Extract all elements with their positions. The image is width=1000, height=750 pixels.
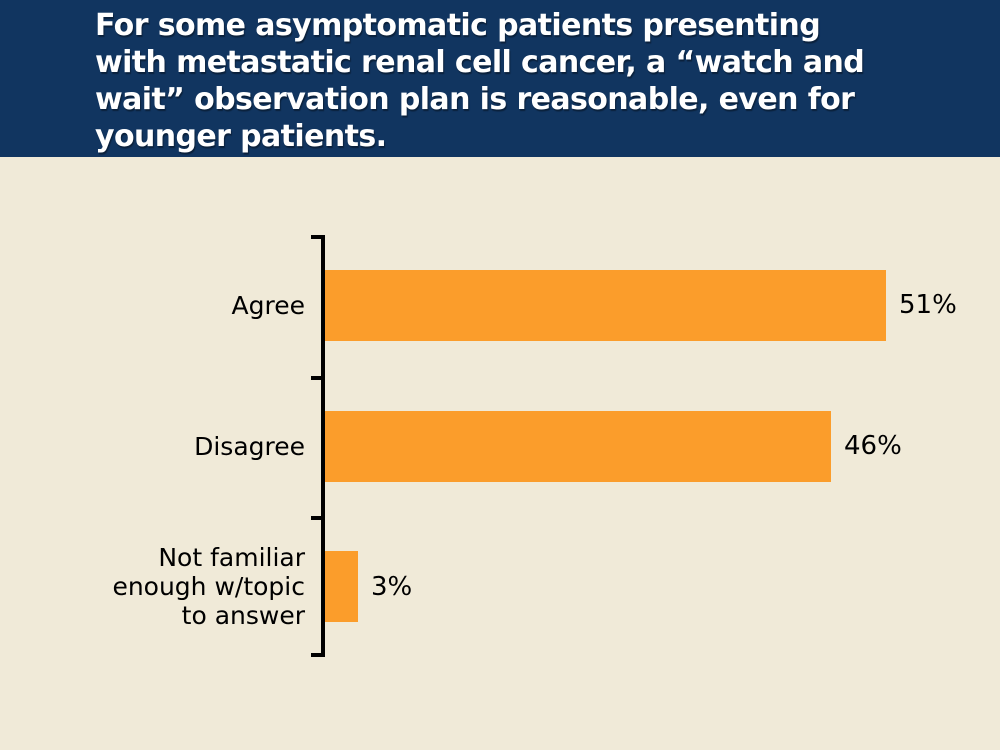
category-axis-line [321,235,325,657]
category-label: Disagree [194,431,305,461]
category-label: Agree [231,290,305,320]
bar-area: 51% [325,269,957,341]
value-label: 51% [899,290,957,321]
bar-area: 46% [325,410,902,482]
bar [325,269,886,341]
bar-chart: Agree 51% Disagree 46% Not familiar enou… [0,235,1000,657]
category-label: Not familiar enough w/topic to answer [112,543,305,631]
bar-area: 3% [325,551,413,623]
bar [325,551,358,623]
slide-title: For some asymptomatic patients presentin… [95,8,865,154]
axis-tick [311,235,325,239]
value-label: 3% [371,571,413,602]
axis-tick [311,516,325,520]
axis-tick [311,376,325,380]
chart-row: Agree 51% [0,235,1000,376]
value-label: 46% [844,431,902,461]
axis-tick [311,653,325,657]
chart-row: Disagree 46% [0,376,1000,517]
chart-rows: Agree 51% Disagree 46% Not familiar enou… [0,235,1000,657]
bar [325,410,831,482]
title-band: For some asymptomatic patients presentin… [0,0,1000,157]
chart-row: Not familiar enough w/topic to answer 3% [0,516,1000,657]
